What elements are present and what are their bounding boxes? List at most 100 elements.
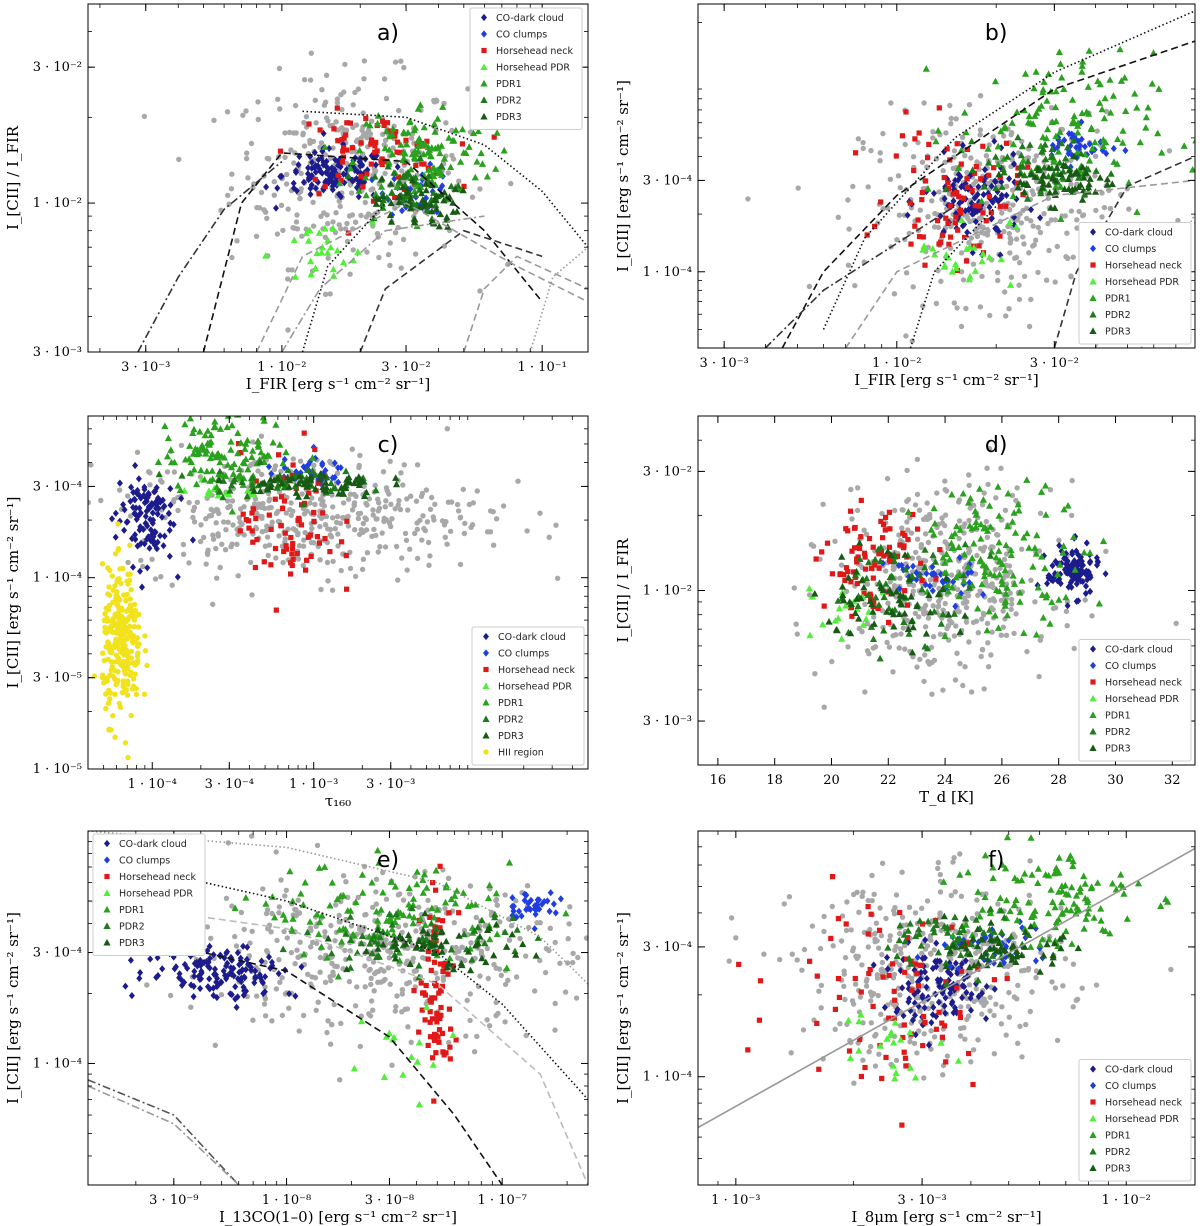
x-axis-label: τ₁₆₀ [325, 792, 351, 810]
data-point-background [942, 512, 949, 518]
data-point-hii-region [116, 576, 122, 582]
data-point-pdr3 [1070, 152, 1078, 160]
data-point-background [952, 677, 959, 683]
data-point-pdr1 [464, 902, 472, 909]
data-point-background [902, 141, 908, 148]
data-point-pdr1 [1018, 577, 1026, 584]
data-point-pdr3 [103, 938, 111, 946]
data-point-horsehead-neck [277, 148, 284, 154]
data-point-hii-region [132, 607, 138, 614]
data-point-pdr1 [955, 592, 963, 600]
data-point-background [134, 449, 141, 455]
data-point-background [951, 633, 958, 639]
data-point-background [975, 592, 981, 598]
data-point-co-dark-cloud [189, 536, 196, 544]
data-point-pdr1 [186, 416, 194, 422]
data-point-background [329, 587, 336, 593]
data-point-hii-region [120, 683, 126, 690]
data-point-background [412, 251, 419, 257]
data-point-co-dark-cloud [1037, 214, 1044, 222]
data-point-pdr3 [1016, 170, 1024, 177]
data-point-pdr1 [939, 554, 947, 561]
data-point-background [392, 506, 398, 512]
data-point-pdr1 [154, 458, 162, 465]
data-point-co-dark-cloud [1073, 570, 1080, 578]
data-point-pdr3 [1040, 172, 1048, 179]
data-point-background [377, 544, 383, 550]
data-point-horsehead-pdr [838, 588, 846, 596]
data-point-pdr1 [978, 197, 986, 204]
data-point-background [1031, 242, 1037, 248]
data-point-pdr1 [1033, 531, 1041, 539]
data-point-pdr3 [890, 622, 898, 630]
data-point-background [930, 603, 936, 609]
data-point-background [1006, 563, 1013, 569]
data-point-background [330, 558, 336, 565]
data-point-background [249, 592, 255, 598]
data-point-pdr1 [1042, 511, 1050, 518]
data-point-pdr1 [234, 416, 242, 418]
data-point-background [398, 470, 404, 476]
data-point-background [957, 660, 963, 667]
data-point-background [958, 269, 965, 275]
data-point-pdr1 [1014, 500, 1022, 508]
data-point-background [982, 578, 989, 585]
data-point-pdr3 [393, 945, 401, 953]
data-point-background [917, 565, 923, 571]
data-point-co-dark-cloud [139, 583, 145, 591]
legend-label: Horsehead neck [496, 46, 573, 57]
legend-label: Horsehead neck [1105, 678, 1182, 689]
data-point-co-dark-cloud [141, 540, 148, 548]
data-point-horsehead-neck [947, 203, 954, 209]
data-point-background [989, 629, 995, 635]
data-point-pdr3 [895, 610, 903, 617]
data-point-background [806, 283, 813, 290]
data-point-background [255, 99, 261, 105]
data-point-background [215, 533, 221, 539]
data-point-pdr1 [1125, 179, 1133, 186]
data-point-background [390, 145, 396, 151]
data-point-pdr1 [186, 469, 194, 477]
data-point-horsehead-pdr [244, 487, 252, 494]
data-point-horsehead-pdr [971, 267, 979, 274]
data-point-co-dark-cloud [160, 542, 167, 550]
data-point-horsehead-pdr [966, 243, 974, 250]
data-point-pdr2 [491, 913, 499, 921]
data-point-pdr1 [931, 519, 939, 527]
data-point-background [353, 122, 360, 128]
data-point-background [396, 107, 402, 114]
legend-label: PDR2 [1105, 727, 1131, 738]
data-point-horsehead-neck [821, 603, 827, 609]
data-point-co-clumps [968, 568, 975, 576]
data-point-horsehead-neck [339, 539, 345, 545]
data-point-pdr2 [155, 470, 163, 478]
data-point-pdr1 [994, 142, 1002, 150]
panel-4: 16 18 20 22 24 26 28 30 323 · 10⁻³1 · 10⁻²3 · 10… [614, 415, 1196, 806]
data-point-pdr1 [959, 489, 967, 497]
data-point-pdr1 [955, 543, 963, 551]
data-point-pdr3 [466, 966, 475, 974]
data-point-background [328, 978, 334, 984]
data-point-background [465, 86, 471, 92]
data-point-background [916, 614, 922, 620]
data-point-co-dark-cloud [146, 544, 153, 552]
data-point-pdr1 [439, 103, 447, 110]
data-point-pdr2 [357, 939, 365, 947]
data-point-background [956, 499, 962, 505]
y-tick-label: 1 · 10⁻² [643, 584, 692, 599]
data-point-background [899, 507, 905, 513]
data-point-background [176, 156, 182, 163]
data-point-co-dark-cloud [1006, 175, 1013, 183]
data-point-background [937, 530, 944, 536]
data-point-horsehead-neck [282, 530, 288, 536]
data-point-pdr1 [223, 423, 231, 431]
data-point-background [261, 505, 268, 512]
data-point-pdr1 [220, 453, 228, 461]
data-point-pdr1 [247, 406, 254, 413]
data-point-background [993, 495, 999, 501]
data-point-horsehead-neck [341, 145, 347, 151]
data-point-background [284, 171, 290, 178]
data-point-background [908, 205, 915, 211]
data-point-hii-region [142, 633, 148, 639]
